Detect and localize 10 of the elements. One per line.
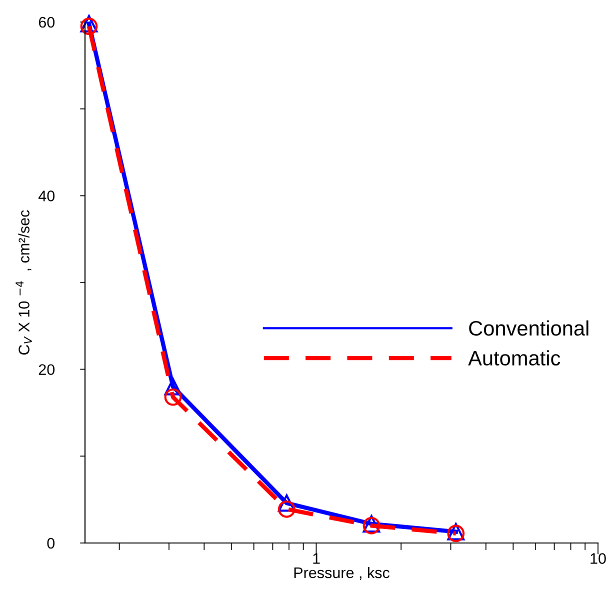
y-tick-label: 40 xyxy=(38,190,55,202)
y-tick-label: 0 xyxy=(47,538,55,549)
text: Automatic xyxy=(468,350,560,366)
x-tick-label: 10 xyxy=(590,553,606,564)
x-axis-title: Pressure , ksc xyxy=(294,566,390,580)
y-tick-label: 20 xyxy=(38,364,55,376)
text: Conventional xyxy=(469,320,588,336)
y-tick-label: 60 xyxy=(38,16,55,28)
x-tick-label: 1 xyxy=(313,553,320,564)
y-axis-title: C$_{V}$ X 10 $^{−4}$ , cm²/sec xyxy=(16,210,32,355)
